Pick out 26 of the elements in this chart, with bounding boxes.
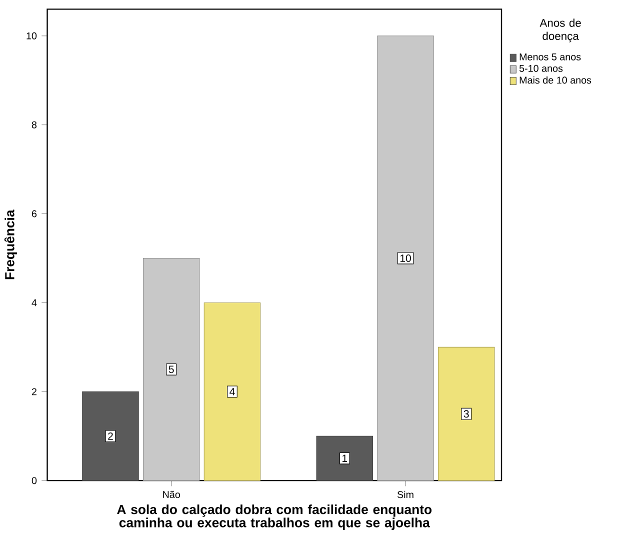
bar bbox=[316, 436, 373, 481]
data-label: 5 bbox=[168, 366, 174, 374]
bar bbox=[142, 258, 200, 481]
data-label: 2 bbox=[108, 432, 113, 440]
data-label: 1 bbox=[342, 454, 348, 462]
bar bbox=[204, 302, 261, 481]
y-tick-label: 8 bbox=[32, 121, 37, 128]
y-tick-label: 0 bbox=[32, 477, 37, 484]
y-axis-title: Frequência bbox=[4, 210, 17, 280]
legend-label: Mais de 10 anos bbox=[520, 76, 592, 84]
data-label: 3 bbox=[464, 410, 469, 418]
x-tick-label: Não bbox=[163, 490, 180, 498]
y-tick-label: 4 bbox=[32, 299, 37, 306]
bar bbox=[82, 391, 139, 481]
data-label: 4 bbox=[230, 388, 235, 396]
legend-label: 5-10 anos bbox=[519, 65, 563, 72]
legend-label: Menos 5 anos bbox=[520, 54, 581, 61]
bar bbox=[377, 36, 434, 481]
y-tick-label: 6 bbox=[32, 210, 37, 218]
data-label: 10 bbox=[400, 254, 411, 262]
x-axis-title: A sola do calçado dobra com facilidade enquanto caminha ou executa trabalhos em que se ajoelha bbox=[117, 504, 432, 530]
bar bbox=[438, 347, 495, 481]
x-tick-label: Sim bbox=[397, 490, 414, 498]
y-tick-label: 10 bbox=[26, 32, 37, 40]
y-tick-label: 2 bbox=[32, 388, 36, 396]
legend-title: Anos de doença bbox=[540, 18, 581, 42]
